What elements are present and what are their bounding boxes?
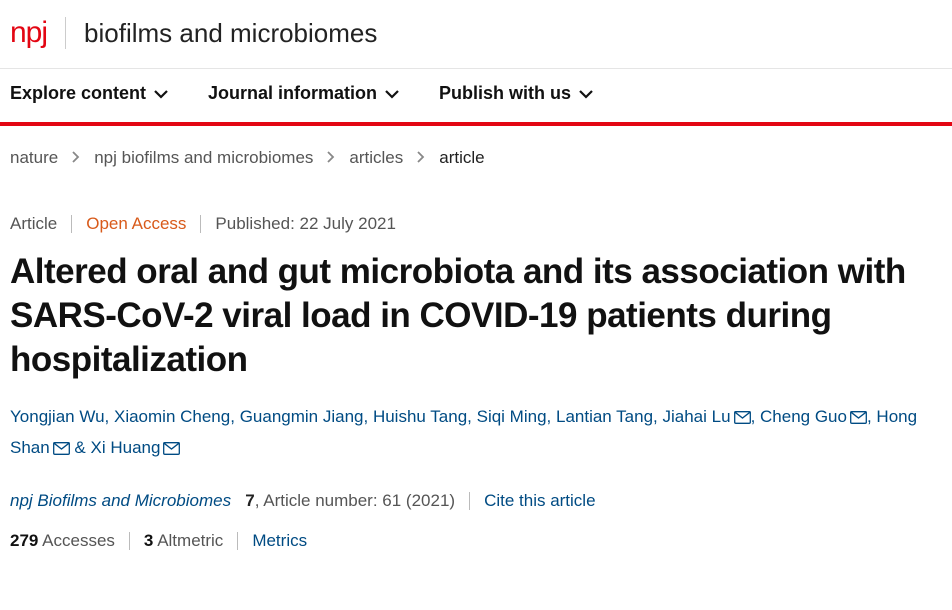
published-date: Published: 22 July 2021 [215,214,396,234]
published-prefix: Published: [215,214,294,233]
metrics-link[interactable]: Metrics [252,531,307,551]
published-date-value: 22 July 2021 [300,214,396,233]
breadcrumb-link-journal[interactable]: npj biofilms and microbiomes [94,148,313,168]
accesses-label: Accesses [42,531,115,550]
chevron-right-icon [72,148,80,168]
citation-divider [469,492,470,510]
chevron-down-icon [579,83,593,104]
citation-article-number: , Article number: 61 (2021) [255,491,455,510]
open-access-badge: Open Access [86,214,186,234]
nav-journal-information[interactable]: Journal information [208,83,399,104]
accesses-count: 279 [10,531,38,550]
meta-divider [200,215,201,233]
chevron-right-icon [327,148,335,168]
nav-label: Explore content [10,83,146,104]
citation-row: npj Biofilms and Microbiomes 7, Article … [0,475,952,521]
breadcrumb-link-articles[interactable]: articles [349,148,403,168]
citation-journal: npj Biofilms and Microbiomes [10,491,231,510]
altmetric-label: Altmetric [157,531,223,550]
author-link[interactable]: Lantian Tang [556,407,653,426]
citation-volume: 7 [245,491,254,510]
nav-label: Publish with us [439,83,571,104]
journal-name[interactable]: biofilms and microbiomes [84,18,377,49]
nav-publish-with-us[interactable]: Publish with us [439,83,593,104]
author-link[interactable]: Jiahai Lu [663,407,731,426]
article-title: Altered oral and gut microbiota and its … [0,244,952,399]
metrics-divider [129,532,130,550]
chevron-down-icon [154,83,168,104]
author-link[interactable]: Siqi Ming [477,407,547,426]
nav-label: Journal information [208,83,377,104]
article-type: Article [10,214,57,234]
meta-divider [71,215,72,233]
altmetric-count: 3 [144,531,153,550]
chevron-right-icon [417,148,425,168]
cite-this-article-link[interactable]: Cite this article [484,491,595,511]
envelope-icon [734,405,751,434]
author-list: Yongjian Wu, Xiaomin Cheng, Guangmin Jia… [0,399,952,475]
chevron-down-icon [385,83,399,104]
author-link[interactable]: Cheng Guo [760,407,847,426]
breadcrumb-link-nature[interactable]: nature [10,148,58,168]
envelope-icon [53,436,70,465]
envelope-icon [163,436,180,465]
header-divider [65,17,66,49]
metrics-divider [237,532,238,550]
author-link[interactable]: Xi Huang [91,438,161,457]
journal-header: npj biofilms and microbiomes [0,0,952,68]
author-link[interactable]: Xiaomin Cheng [114,407,230,426]
breadcrumb-current: article [439,148,484,168]
author-link[interactable]: Yongjian Wu [10,407,105,426]
envelope-icon [850,405,867,434]
author-link[interactable]: Guangmin Jiang [240,407,364,426]
article-meta-row: Article Open Access Published: 22 July 2… [0,190,952,244]
main-nav: Explore content Journal information Publ… [0,68,952,126]
breadcrumb: nature npj biofilms and microbiomes arti… [0,126,952,190]
nav-explore-content[interactable]: Explore content [10,83,168,104]
metrics-row: 279 Accesses 3 Altmetric Metrics [0,521,952,571]
npj-logo[interactable]: npj [10,16,47,50]
author-link[interactable]: Huishu Tang [373,407,467,426]
